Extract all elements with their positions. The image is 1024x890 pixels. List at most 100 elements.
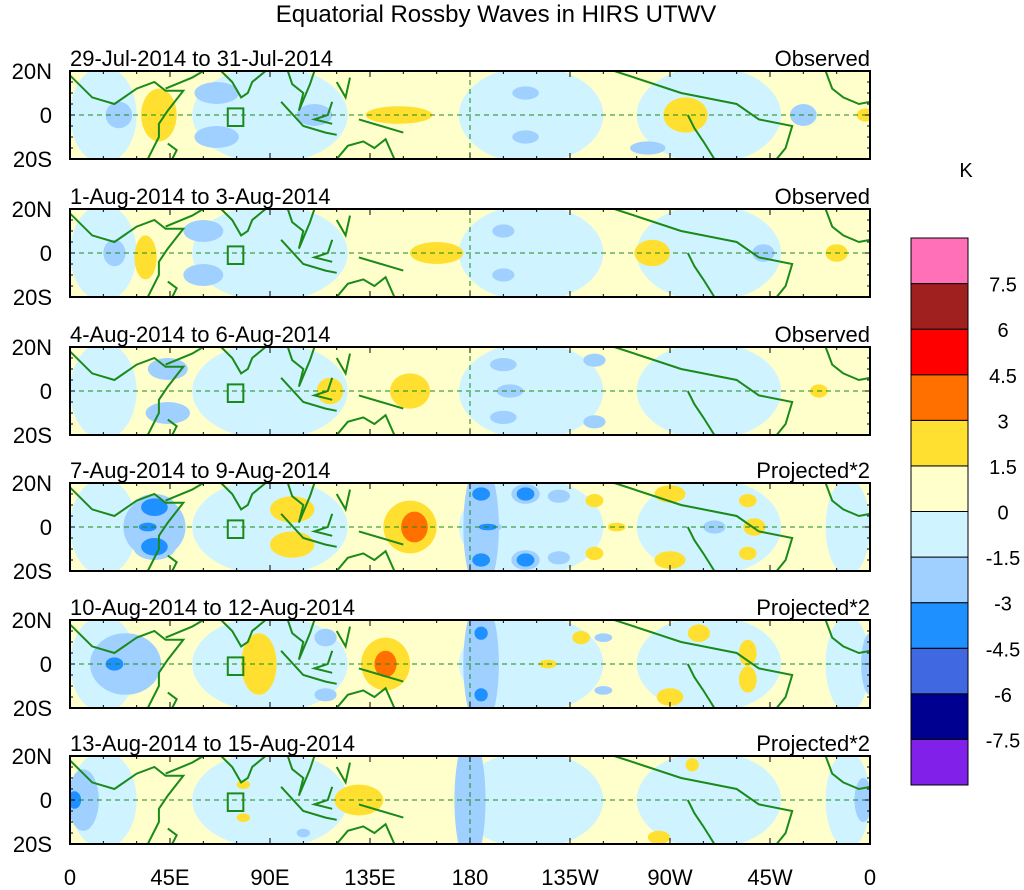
- colorbar-swatch: [910, 283, 969, 330]
- y-tick-label: 0: [40, 103, 52, 128]
- anomaly-region-negative: [314, 628, 337, 647]
- region-box: [226, 383, 245, 403]
- anomaly-region-positive: [647, 830, 670, 844]
- panel-status-label: Projected*2: [756, 595, 870, 620]
- colorbar-swatch: [910, 693, 969, 740]
- y-tick-label: 20S: [13, 285, 52, 310]
- colorbar-swatch: [910, 647, 969, 695]
- anomaly-region-negative: [516, 487, 535, 501]
- anomaly-region-negative: [472, 487, 490, 501]
- coastline: [686, 663, 716, 708]
- y-tick-label: 20S: [13, 832, 52, 857]
- anomaly-region-positive: [685, 758, 699, 772]
- colorbar-level-label: 1.5: [989, 457, 1017, 479]
- coastlines: [70, 347, 870, 435]
- panel-date-range: 29-Jul-2014 to 31-Jul-2014: [70, 46, 333, 71]
- anomaly-region-positive: [585, 494, 604, 508]
- anomaly-region-negative: [105, 657, 124, 671]
- panel: 13-Aug-2014 to 15-Aug-2014 Projected*2 20N…: [12, 731, 871, 857]
- coastline: [824, 756, 870, 791]
- coastline: [167, 554, 178, 571]
- anomaly-region-negative: [636, 347, 782, 435]
- panel-status-label: Observed: [775, 322, 870, 347]
- coastline: [165, 756, 204, 775]
- coastline: [614, 347, 794, 435]
- coastline: [686, 390, 716, 435]
- anomaly-region-negative: [594, 633, 613, 642]
- anomaly-region-positive: [390, 373, 430, 409]
- coastline: [167, 691, 178, 708]
- coastline: [167, 827, 178, 844]
- panel-date-range: 10-Aug-2014 to 12-Aug-2014: [70, 595, 355, 620]
- y-tick-label: 20S: [13, 559, 52, 584]
- anomaly-region-positive: [738, 639, 757, 667]
- coastline: [335, 762, 351, 786]
- anomaly-region-negative: [463, 620, 499, 708]
- coastline: [286, 71, 316, 111]
- coastline: [286, 483, 316, 523]
- coastline: [165, 71, 204, 90]
- anomaly-region-positive: [654, 551, 686, 569]
- panel-status-label: Observed: [775, 46, 870, 71]
- y-tick-label: 20N: [12, 59, 52, 84]
- y-tick-label: 0: [40, 241, 52, 266]
- coastline: [167, 418, 178, 435]
- y-tick-label: 0: [40, 788, 52, 813]
- anomaly-region-negative: [547, 551, 571, 565]
- anomaly-region-negative: [70, 791, 82, 809]
- x-tick-label: 135E: [344, 865, 395, 890]
- anomaly-region-positive: [738, 546, 757, 561]
- coastline: [286, 347, 316, 387]
- coastline: [824, 209, 870, 244]
- anomaly-region-positive: [738, 494, 757, 508]
- colorbar-level-label: 7.5: [989, 275, 1017, 297]
- coastline: [614, 71, 794, 159]
- panel: 4-Aug-2014 to 6-Aug-2014 Observed 20N 0 20S: [12, 322, 871, 448]
- coastlines: [70, 756, 870, 844]
- x-tick-label: 0: [64, 865, 76, 890]
- x-tick-label: 45E: [150, 865, 189, 890]
- anomaly-region-negative: [141, 498, 168, 516]
- anomaly-region-negative: [103, 239, 126, 267]
- anomaly-region-negative: [636, 209, 782, 297]
- region-box: [226, 245, 245, 265]
- colorbar-swatch: [910, 556, 969, 604]
- panel: 10-Aug-2014 to 12-Aug-2014 Projected*2 20N…: [12, 595, 871, 721]
- coastline: [358, 118, 404, 134]
- colorbar: K -7.5 -6 -4.5 -3 -1.5 0 1.5 3 4.5 6 7.5: [910, 160, 1020, 786]
- coastline: [686, 526, 716, 571]
- coastline: [280, 650, 337, 685]
- x-tick-label: 90E: [250, 865, 289, 890]
- x-tick-label: 135W: [541, 865, 599, 890]
- colorbar-level-label: -1.5: [986, 548, 1020, 570]
- coastline: [70, 486, 186, 571]
- coastline: [310, 513, 334, 537]
- panel-date-range: 4-Aug-2014 to 6-Aug-2014: [70, 322, 331, 347]
- y-tick-label: 0: [40, 515, 52, 540]
- anomaly-region-positive: [656, 688, 684, 706]
- panel: 1-Aug-2014 to 3-Aug-2014 Observed 20N 0 20S: [12, 184, 871, 310]
- coastline: [310, 101, 334, 125]
- chart-title: Equatorial Rossby Waves in HIRS UTWV: [276, 1, 717, 28]
- y-tick-label: 20S: [13, 696, 52, 721]
- anomaly-region-positive: [141, 88, 177, 142]
- y-tick-label: 20N: [12, 608, 52, 633]
- coastline: [70, 350, 186, 435]
- coastline: [220, 483, 267, 511]
- anomaly-region-negative: [194, 126, 239, 148]
- colorbar-swatch: [910, 328, 969, 376]
- x-axis: 0 45E 90E 135E 180 135W 90W 45W 0: [64, 865, 876, 890]
- region-box: [226, 792, 245, 813]
- coastline: [686, 252, 716, 297]
- y-tick-label: 20N: [12, 471, 52, 496]
- coastline: [335, 686, 396, 708]
- anomaly-region-negative: [314, 688, 337, 702]
- anomaly-region-negative: [594, 686, 613, 695]
- coastline: [220, 756, 267, 784]
- colorbar-swatch: [910, 602, 969, 649]
- y-tick-label: 20N: [12, 744, 52, 769]
- coastline: [358, 803, 404, 819]
- coastline: [165, 620, 204, 639]
- y-tick-label: 20N: [12, 197, 52, 222]
- anomaly-region-negative: [492, 224, 515, 238]
